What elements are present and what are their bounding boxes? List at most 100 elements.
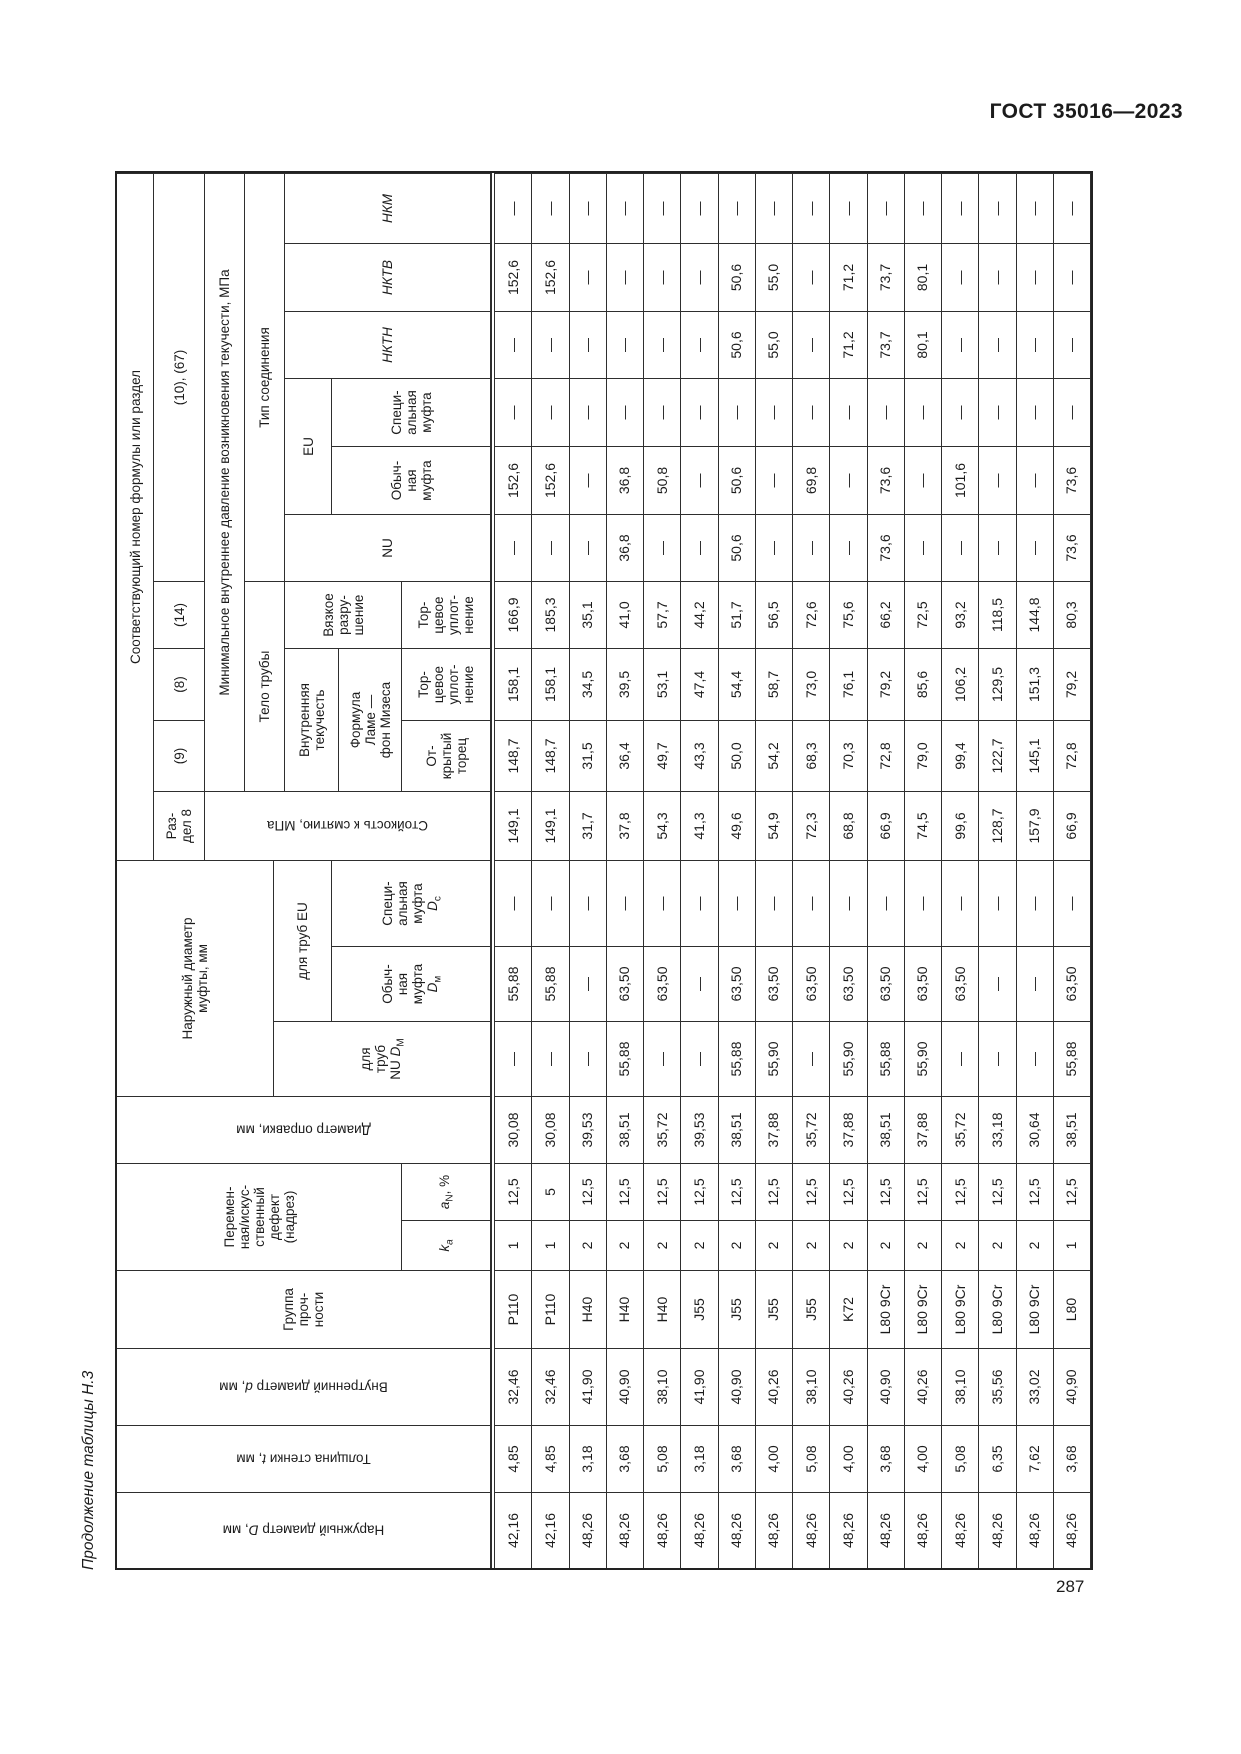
cell-f14: 75,6 xyxy=(830,581,868,648)
cell-crush: 149,1 xyxy=(532,791,570,860)
cell-grade: P110 xyxy=(532,1270,570,1348)
cell-od: 48,26 xyxy=(644,1492,682,1568)
cell-grade: J55 xyxy=(793,1270,831,1348)
cell-grade: L80 9Cr xyxy=(1016,1270,1054,1348)
cell-nu_dm: 55,90 xyxy=(904,1021,942,1096)
cell-f14: 51,7 xyxy=(718,581,756,648)
cell-eu_dm: 63,50 xyxy=(755,946,793,1021)
cell-conn_eu: 73,6 xyxy=(1053,446,1091,514)
cell-nu_dm: — xyxy=(681,1021,719,1096)
cell-conn_eu: 69,8 xyxy=(793,446,831,514)
rotated-table-wrapper: Наружный диаметр D, мм Толщина стенки t,… xyxy=(115,171,1093,1570)
cell-an: 12,5 xyxy=(644,1163,682,1220)
cell-od: 48,26 xyxy=(830,1492,868,1568)
cell-an: 5 xyxy=(532,1163,570,1220)
cell-conn_nu: — xyxy=(495,514,533,581)
cell-id: 40,90 xyxy=(606,1348,644,1425)
cell-nktn: — xyxy=(942,311,980,378)
cell-eu_dm: — xyxy=(569,946,607,1021)
cell-nu_dm: — xyxy=(793,1021,831,1096)
cell-eu_dc: — xyxy=(793,860,831,946)
cell-nktv: — xyxy=(569,243,607,311)
cell-id: 40,26 xyxy=(904,1348,942,1425)
cell-conn_nu: — xyxy=(942,514,980,581)
header-strength-grade: Группа проч- ности xyxy=(117,1270,491,1348)
cell-mandrel: 30,08 xyxy=(532,1096,570,1163)
cell-mandrel: 39,53 xyxy=(569,1096,607,1163)
cell-od: 42,16 xyxy=(495,1492,533,1568)
cell-nkm: — xyxy=(681,173,719,243)
header-end-seal-f14: Тор- цевое уплот- нение xyxy=(402,581,491,648)
cell-f14: 72,5 xyxy=(904,581,942,648)
cell-conn_eu_sp: — xyxy=(979,378,1017,446)
cell-id: 35,56 xyxy=(979,1348,1017,1425)
cell-od: 42,16 xyxy=(532,1492,570,1568)
cell-wall: 3,68 xyxy=(867,1425,905,1492)
cell-an: 12,5 xyxy=(569,1163,607,1220)
header-regular-coupling-dm: Обыч- ная муфта Dм xyxy=(332,946,491,1021)
cell-wall: 4,00 xyxy=(755,1425,793,1492)
cell-nu_dm: — xyxy=(979,1021,1017,1096)
cell-nktv: — xyxy=(793,243,831,311)
header-viscous-rupture: Вязкое разру- шение xyxy=(285,581,402,648)
cell-nkm: — xyxy=(495,173,533,243)
cell-conn_eu: 152,6 xyxy=(495,446,533,514)
cell-conn_eu_sp: — xyxy=(1016,378,1054,446)
cell-an: 12,5 xyxy=(755,1163,793,1220)
header-nktv: НКТВ xyxy=(285,243,491,311)
cell-nktv: — xyxy=(1053,243,1091,311)
cell-eu_dc: — xyxy=(867,860,905,946)
cell-grade: L80 9Cr xyxy=(942,1270,980,1348)
cell-nu_dm: — xyxy=(569,1021,607,1096)
cell-conn_eu: — xyxy=(1016,446,1054,514)
cell-eu_dc: — xyxy=(942,860,980,946)
cell-conn_nu: 50,6 xyxy=(718,514,756,581)
cell-od: 48,26 xyxy=(718,1492,756,1568)
cell-f8: 85,6 xyxy=(904,648,942,720)
cell-od: 48,26 xyxy=(569,1492,607,1568)
cell-f9: 50,0 xyxy=(718,720,756,791)
cell-nkm: — xyxy=(867,173,905,243)
cell-nu_dm: 55,88 xyxy=(867,1021,905,1096)
cell-f9: 148,7 xyxy=(532,720,570,791)
cell-nktv: — xyxy=(979,243,1017,311)
cell-an: 12,5 xyxy=(830,1163,868,1220)
cell-conn_eu_sp: — xyxy=(793,378,831,446)
cell-nktv: — xyxy=(606,243,644,311)
cell-f9: 79,0 xyxy=(904,720,942,791)
cell-nu_dm: 55,88 xyxy=(1053,1021,1091,1096)
cell-mandrel: 37,88 xyxy=(830,1096,868,1163)
cell-nu_dm: — xyxy=(644,1021,682,1096)
table-caption: Продолжение таблицы Н.3 xyxy=(80,1370,97,1570)
cell-nktv: 71,2 xyxy=(830,243,868,311)
cell-grade: H40 xyxy=(644,1270,682,1348)
cell-eu_dm: 63,50 xyxy=(644,946,682,1021)
cell-ka: 2 xyxy=(942,1220,980,1270)
header-wall-thickness: Толщина стенки t, мм xyxy=(117,1425,491,1492)
cell-an: 12,5 xyxy=(681,1163,719,1220)
cell-f14: 35,1 xyxy=(569,581,607,648)
cell-od: 48,26 xyxy=(1016,1492,1054,1568)
cell-conn_nu: 73,6 xyxy=(867,514,905,581)
header-outer-diameter: Наружный диаметр D, мм xyxy=(117,1492,491,1568)
cell-f9: 43,3 xyxy=(681,720,719,791)
cell-nktn: — xyxy=(979,311,1017,378)
cell-conn_eu_sp: — xyxy=(532,378,570,446)
header-f8: (8) xyxy=(154,648,205,720)
cell-nkm: — xyxy=(644,173,682,243)
cell-nu_dm: 55,90 xyxy=(830,1021,868,1096)
standard-number: ГОСТ 35016—2023 xyxy=(989,100,1183,123)
cell-crush: 68,8 xyxy=(830,791,868,860)
cell-f9: 99,4 xyxy=(942,720,980,791)
cell-eu_dm: — xyxy=(1016,946,1054,1021)
cell-f14: 144,8 xyxy=(1016,581,1054,648)
cell-grade: J55 xyxy=(755,1270,793,1348)
cell-od: 48,26 xyxy=(755,1492,793,1568)
cell-ka: 2 xyxy=(979,1220,1017,1270)
cell-nktv: 152,6 xyxy=(495,243,533,311)
cell-mandrel: 38,51 xyxy=(718,1096,756,1163)
cell-an: 12,5 xyxy=(793,1163,831,1220)
cell-f14: 56,5 xyxy=(755,581,793,648)
cell-wall: 3,18 xyxy=(681,1425,719,1492)
cell-nu_dm: — xyxy=(495,1021,533,1096)
